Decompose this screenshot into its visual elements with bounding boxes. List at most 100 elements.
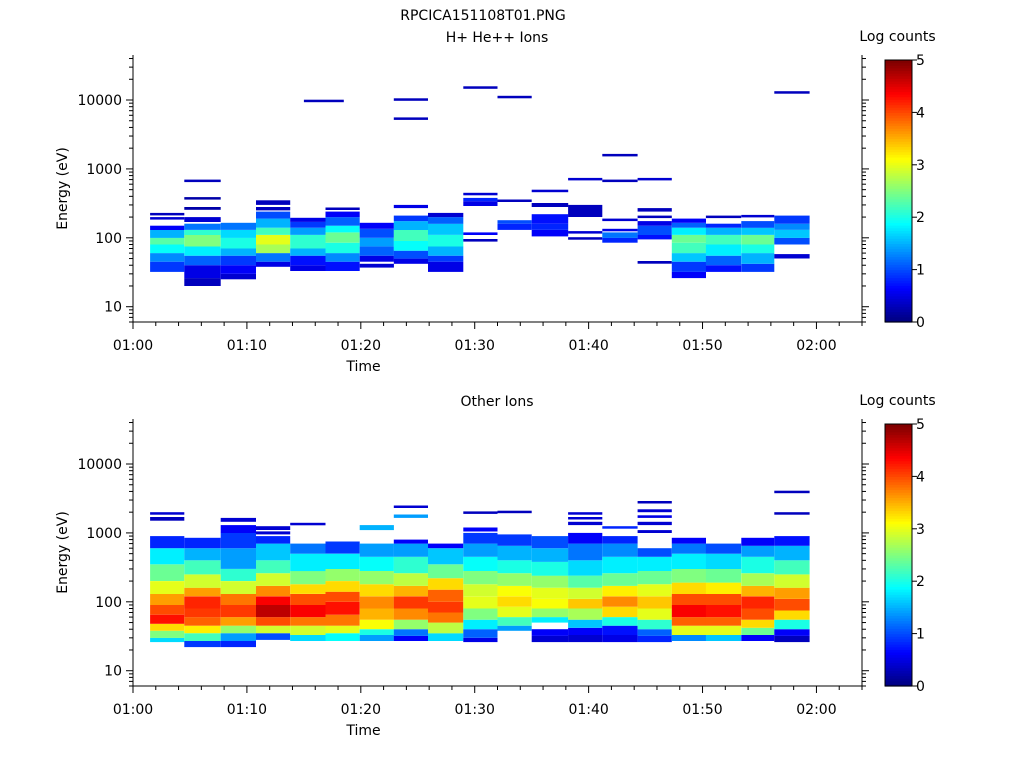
heatmap-cell [184, 179, 221, 183]
colorbar-segment [885, 620, 912, 624]
colorbar-segment [885, 206, 912, 210]
heatmap-cell [497, 606, 532, 618]
heatmap-cell [705, 617, 742, 626]
colorbar-segment [885, 465, 912, 470]
colorbar-segment [885, 657, 912, 661]
colorbar-segment [885, 602, 912, 606]
colorbar-segment [885, 437, 912, 441]
heatmap-cell [290, 522, 326, 526]
heatmap-cell [531, 587, 569, 599]
heatmap-cell [774, 223, 810, 230]
heatmap-cell [428, 235, 464, 247]
heatmap-cell [256, 235, 291, 245]
x-tick-label: 01:40 [568, 702, 608, 718]
colorbar-segment [885, 484, 912, 488]
heatmap-cell [531, 214, 569, 224]
x-tick-label: 01:50 [682, 702, 722, 718]
heatmap-cell [393, 221, 428, 230]
heatmap-cell [705, 568, 742, 583]
colorbar-segment [885, 670, 912, 674]
colorbar-segment [885, 594, 912, 598]
heatmap-cell [671, 271, 706, 279]
heatmap-cell [705, 244, 742, 256]
heatmap-cell [290, 605, 326, 618]
colorbar-segment [885, 209, 912, 213]
x-tick-label: 01:20 [341, 338, 381, 354]
colorbar-segment [885, 91, 912, 95]
colorbar-segment [885, 109, 912, 113]
y-axis-label: Energy (eV) [55, 511, 71, 594]
heatmap-cell [705, 265, 742, 272]
heatmap-cell [568, 575, 603, 588]
colorbar-segment [885, 287, 912, 292]
colorbar-segment [885, 112, 912, 116]
heatmap-cell [150, 564, 185, 581]
heatmap-cell [256, 617, 291, 626]
heatmap-cell [256, 261, 291, 267]
colorbar-segment [885, 570, 912, 574]
colorbar-segment [885, 549, 912, 553]
heatmap-cell [705, 255, 742, 266]
colorbar-segment [885, 560, 912, 564]
heatmap-cell [428, 261, 464, 272]
heatmap-cell [290, 221, 326, 228]
colorbar-segment [885, 130, 912, 134]
colorbar-segment [885, 133, 912, 137]
colorbar-segment [885, 450, 912, 454]
colorbar-segment [885, 67, 912, 72]
colorbar-segment [885, 298, 912, 302]
heatmap-cell [531, 635, 569, 643]
colorbar-segment [885, 88, 912, 93]
heatmap-cell [671, 553, 706, 569]
heatmap-cell [428, 612, 464, 623]
heatmap-cell [359, 255, 394, 262]
colorbar-segment [885, 151, 912, 155]
heatmap-cell [531, 536, 569, 549]
heatmap-cell [602, 556, 638, 574]
heatmap-cell [637, 635, 672, 643]
colorbar-segment [885, 232, 912, 237]
heatmap-cell [290, 543, 326, 554]
heatmap-cell [220, 255, 256, 266]
colorbar-segment [885, 266, 912, 271]
heatmap-cell [637, 530, 672, 533]
heatmap-cell [220, 222, 256, 230]
colorbar-segment [885, 251, 912, 255]
colorbar-segment [885, 75, 912, 79]
heatmap-cell [774, 610, 810, 620]
colorbar-segment [885, 499, 912, 504]
heatmap-cell [256, 633, 291, 640]
colorbar-segment [885, 282, 912, 286]
colorbar-segment [885, 625, 912, 629]
heatmap-cell [220, 548, 256, 569]
heatmap-cell [602, 526, 638, 529]
heatmap-cell [290, 625, 326, 635]
heatmap-cell [290, 584, 326, 594]
heatmap-cell [741, 585, 775, 597]
colorbar-segment [885, 510, 912, 514]
heatmap-cell [428, 255, 464, 262]
colorbar-segment [885, 494, 912, 498]
heatmap-cell [325, 591, 360, 602]
heatmap-cell [463, 511, 498, 514]
colorbar-segment [885, 476, 912, 480]
colorbar-segment [885, 486, 912, 491]
heatmap-cell [741, 214, 775, 218]
heatmap-cell [325, 211, 360, 218]
colorbar-segment [885, 107, 912, 111]
heatmap-cell [671, 568, 706, 583]
colorbar-segment [885, 122, 912, 127]
colorbar-segment [885, 636, 912, 640]
heatmap-cell [602, 218, 638, 222]
heatmap-cell [637, 225, 672, 235]
heatmap-cell [531, 203, 569, 207]
y-tick-label: 100 [95, 231, 122, 247]
colorbar-segment [885, 164, 912, 169]
heatmap-cell [463, 192, 498, 196]
y-tick-label: 10 [104, 300, 122, 316]
heatmap-cell [637, 584, 672, 597]
colorbar-segment [885, 479, 912, 483]
heatmap-cell [428, 543, 464, 549]
heatmap-cell [393, 514, 428, 518]
heatmap-cell [150, 605, 185, 615]
